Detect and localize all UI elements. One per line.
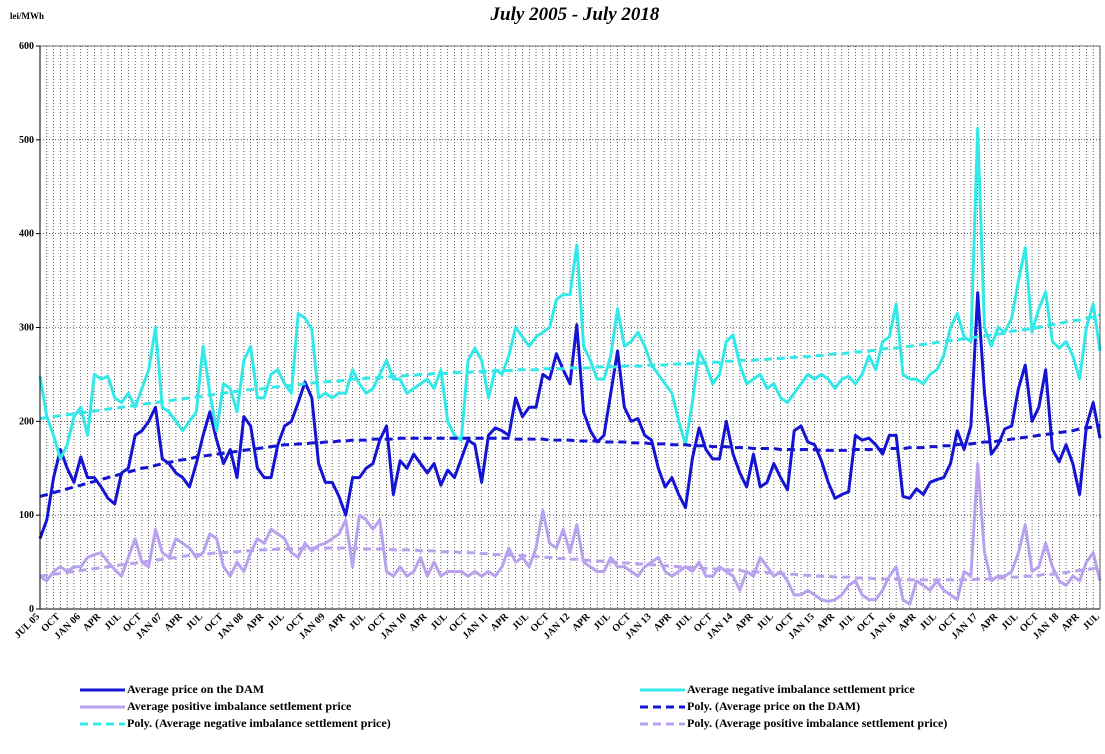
x-tick-label: JUL 05 [13, 611, 43, 641]
y-tick-label: 500 [19, 135, 34, 146]
x-tick-label: APR [733, 611, 756, 634]
trend-line [39, 313, 1101, 421]
x-tick-label: JUL [999, 611, 1020, 632]
x-tick-label: APR [1059, 611, 1082, 634]
y-tick-label: 600 [19, 41, 34, 52]
x-tick-label: JUL [103, 611, 124, 632]
y-tick-label: 400 [19, 229, 34, 240]
x-tick-label: JUL [918, 611, 939, 632]
chart-title: July 2005 - July 2018 [490, 4, 660, 25]
legend: Average price on the DAM Average negative… [80, 682, 947, 730]
x-tick-label: APR [244, 611, 267, 634]
series-line [39, 462, 1102, 606]
x-tick-label: JUL [673, 611, 694, 632]
y-axis-label: lei/MWh [10, 11, 44, 21]
x-tick-label: APR [407, 611, 430, 634]
x-tick-label: JUL [836, 611, 857, 632]
x-tick-label: JUL [755, 611, 776, 632]
x-tick-label: APR [570, 611, 593, 634]
x-tick-label: APR [815, 611, 838, 634]
legend-label: Poly. (Average positive imbalance settle… [687, 716, 947, 730]
series-line [38, 291, 1102, 540]
y-tick-label: 0 [29, 604, 34, 615]
x-tick-label: APR [489, 611, 512, 634]
x-tick-label: JUL [510, 611, 531, 632]
y-tick-label: 200 [19, 416, 34, 427]
x-tick-label: APR [896, 611, 919, 634]
x-tick-label: JUL [266, 611, 287, 632]
y-tick-label: 100 [19, 510, 34, 521]
x-tick-label: APR [81, 611, 104, 634]
x-tick-label: APR [162, 611, 185, 634]
x-tick-label: APR [326, 611, 349, 634]
plot-area [38, 127, 1102, 606]
x-tick-label: APR [978, 611, 1001, 634]
trend-line [39, 546, 1101, 582]
x-tick-label: APR [652, 611, 675, 634]
legend-label: Average price on the DAM [127, 682, 264, 696]
legend-label: Average negative imbalance settlement pr… [687, 682, 915, 696]
legend-label: Poly. (Average price on the DAM) [687, 699, 860, 713]
grid [39, 45, 1101, 610]
series-line [38, 127, 1102, 461]
y-tick-label: 300 [19, 323, 34, 334]
x-tick-label: JUL [429, 611, 450, 632]
x-tick-label: JUL [1081, 611, 1102, 632]
legend-label: Poly. (Average negative imbalance settle… [127, 716, 391, 730]
x-tick-label: JUL [347, 611, 368, 632]
legend-label: Average positive imbalance settlement pr… [127, 699, 352, 713]
x-tick-label: JUL [184, 611, 205, 632]
x-tick-label: JUL [592, 611, 613, 632]
trend-line [39, 423, 1101, 498]
